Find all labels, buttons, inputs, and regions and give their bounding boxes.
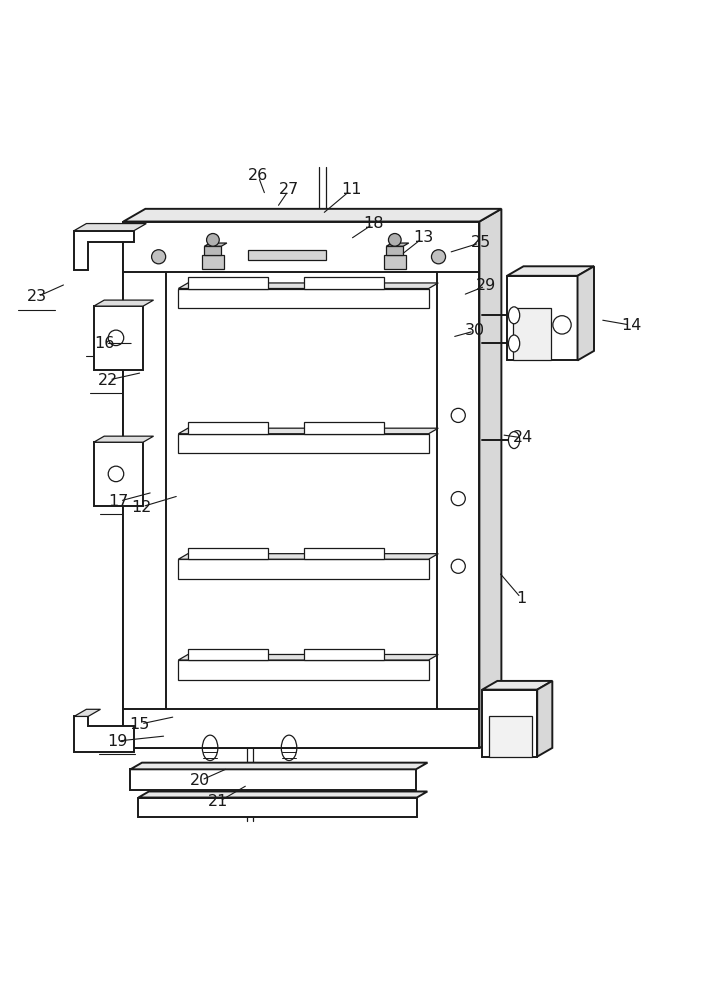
Text: 11: 11 xyxy=(341,182,362,197)
Bar xyxy=(188,277,269,288)
Polygon shape xyxy=(94,436,154,442)
Bar xyxy=(386,246,403,255)
Text: 17: 17 xyxy=(109,494,128,509)
Circle shape xyxy=(207,234,219,246)
Polygon shape xyxy=(74,716,134,752)
Bar xyxy=(123,222,479,272)
Text: 1: 1 xyxy=(517,591,527,606)
Bar xyxy=(482,690,537,757)
Bar xyxy=(304,649,384,660)
Bar xyxy=(188,548,269,559)
Bar xyxy=(188,649,269,660)
Ellipse shape xyxy=(508,307,520,324)
Circle shape xyxy=(109,330,124,346)
Polygon shape xyxy=(94,300,154,306)
Bar xyxy=(513,308,551,360)
Bar xyxy=(130,769,416,790)
Circle shape xyxy=(451,559,465,573)
Bar xyxy=(304,548,384,559)
Bar xyxy=(94,442,143,506)
Text: 24: 24 xyxy=(513,430,533,445)
Bar xyxy=(188,422,269,434)
Polygon shape xyxy=(537,681,552,757)
Ellipse shape xyxy=(508,335,520,352)
Bar xyxy=(202,255,224,269)
Polygon shape xyxy=(178,428,439,434)
Circle shape xyxy=(451,408,465,422)
Polygon shape xyxy=(130,763,427,769)
Bar xyxy=(304,422,384,434)
Polygon shape xyxy=(204,243,227,246)
Bar xyxy=(304,277,384,288)
Bar xyxy=(94,306,143,370)
Polygon shape xyxy=(507,266,594,276)
Bar xyxy=(178,660,429,680)
Text: 30: 30 xyxy=(465,323,485,338)
Bar xyxy=(248,250,326,260)
Bar xyxy=(384,255,406,269)
Bar xyxy=(178,288,429,308)
Text: 21: 21 xyxy=(209,794,228,809)
Bar xyxy=(204,246,221,255)
Text: 15: 15 xyxy=(130,717,149,732)
Polygon shape xyxy=(178,554,439,559)
Text: 18: 18 xyxy=(363,216,384,231)
Text: 25: 25 xyxy=(471,235,491,250)
Bar xyxy=(123,222,479,748)
Polygon shape xyxy=(74,709,101,716)
Polygon shape xyxy=(386,243,409,246)
Text: 16: 16 xyxy=(94,336,114,351)
Ellipse shape xyxy=(508,432,520,449)
Polygon shape xyxy=(479,209,501,748)
Polygon shape xyxy=(577,266,594,360)
Circle shape xyxy=(109,466,124,482)
Circle shape xyxy=(451,492,465,506)
Polygon shape xyxy=(74,224,147,231)
Text: 27: 27 xyxy=(279,182,299,197)
Polygon shape xyxy=(482,681,552,690)
Bar xyxy=(123,709,479,748)
Text: 23: 23 xyxy=(27,289,47,304)
Bar xyxy=(489,716,532,757)
Text: 12: 12 xyxy=(131,500,151,515)
Circle shape xyxy=(553,316,571,334)
Bar xyxy=(437,222,479,748)
Bar xyxy=(507,276,577,360)
Text: 22: 22 xyxy=(98,373,118,388)
Circle shape xyxy=(388,234,401,246)
Text: 13: 13 xyxy=(413,230,433,245)
Polygon shape xyxy=(138,791,427,798)
Text: 29: 29 xyxy=(477,278,496,293)
Polygon shape xyxy=(123,209,501,222)
Circle shape xyxy=(152,250,166,264)
Polygon shape xyxy=(178,283,439,288)
Bar xyxy=(123,222,166,748)
Text: 14: 14 xyxy=(621,318,641,333)
Polygon shape xyxy=(74,231,134,270)
Circle shape xyxy=(431,250,446,264)
Bar xyxy=(178,559,429,579)
Polygon shape xyxy=(178,654,439,660)
Text: 19: 19 xyxy=(107,734,127,749)
Text: 26: 26 xyxy=(248,168,268,183)
Text: 20: 20 xyxy=(190,773,210,788)
Bar xyxy=(138,798,417,817)
Bar xyxy=(178,434,429,453)
